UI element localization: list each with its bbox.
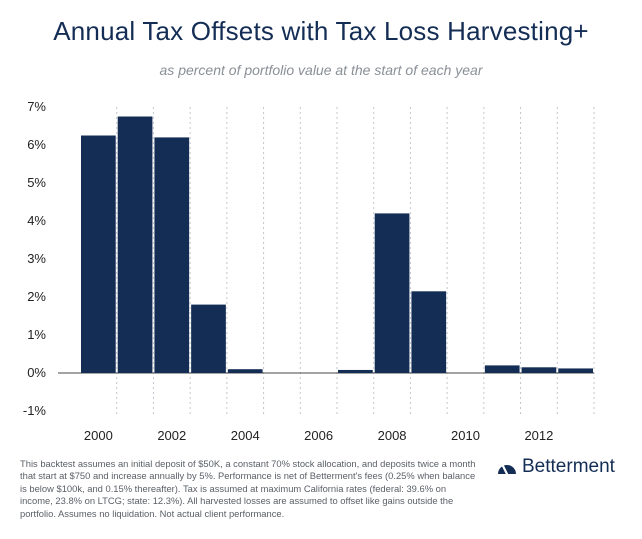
x-tick-label: 2012 [524,428,553,443]
y-tick-label: 1% [27,327,46,342]
x-tick-label: 2006 [304,428,333,443]
y-tick-label: 6% [27,137,46,152]
bar [411,291,447,373]
bar [374,213,410,373]
footnote: This backtest assumes an initial deposit… [20,458,476,519]
x-axis-ticks: 2000 2002 2004 2006 2008 2010 2012 [84,428,553,443]
bar [154,137,190,373]
y-tick-label: 3% [27,251,46,266]
bar [117,116,153,373]
y-tick-label: -1% [23,403,47,418]
y-tick-label: 2% [27,289,46,304]
y-tick-label: 5% [27,175,46,190]
bar [191,304,226,373]
x-tick-label: 2000 [84,428,113,443]
x-tick-label: 2010 [451,428,480,443]
bar [558,368,593,373]
chart-title: Annual Tax Offsets with Tax Loss Harvest… [53,16,589,46]
x-tick-label: 2008 [378,428,407,443]
bar [81,135,116,373]
bars [81,116,593,373]
gridlines [116,107,595,417]
y-tick-label: 4% [27,213,46,228]
chart-subtitle: as percent of portfolio value at the sta… [159,62,483,78]
bar [484,365,520,373]
betterment-gauge-icon [498,462,516,476]
x-tick-label: 2004 [231,428,260,443]
bar [521,367,557,373]
brand-name: Betterment [522,456,615,477]
bar [227,369,263,373]
bar-chart: -1% 0% 1% 2% 3% 4% 5% 6% 7% 2000 2002 2004 2006 2008… [23,99,595,443]
x-tick-label: 2002 [157,428,186,443]
y-tick-label: 7% [27,99,46,114]
brand-logo: Betterment [496,456,615,478]
y-tick-label: 0% [27,365,46,380]
bar [338,369,373,373]
y-axis-ticks: -1% 0% 1% 2% 3% 4% 5% 6% 7% [23,99,594,418]
